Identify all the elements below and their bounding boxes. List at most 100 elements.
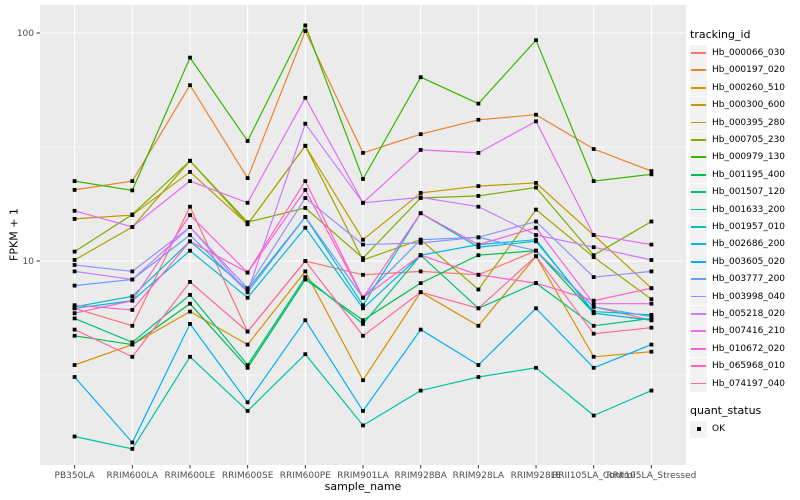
legend-title-quant-status: quant_status (690, 404, 762, 417)
data-point (188, 213, 192, 217)
data-point (476, 363, 481, 367)
legend-item-label: Hb_001633_200 (712, 204, 786, 215)
legend-item: Hb_000197_020 (690, 61, 785, 79)
data-point (534, 112, 538, 117)
legend-item: Hb_001507_120 (690, 183, 785, 201)
data-point (72, 188, 77, 192)
data-point (649, 169, 654, 173)
data-point (649, 314, 654, 319)
legend-item: Hb_000066_030 (690, 44, 785, 62)
legend-key (690, 305, 707, 323)
data-point (188, 239, 192, 244)
data-point (303, 95, 308, 100)
x-tick-label: RRIM901LA (337, 471, 389, 481)
data-point (418, 237, 423, 242)
legend-color-line (691, 260, 706, 263)
data-point (72, 311, 77, 316)
data-point (361, 237, 365, 242)
legend-color-line (691, 278, 706, 281)
legend-item-label: Hb_000705_230 (712, 135, 786, 145)
data-point (591, 301, 596, 306)
legend-item-label: Hb_074197_040 (712, 378, 786, 389)
data-point (245, 200, 250, 205)
data-point (245, 290, 250, 295)
legend-item: Hb_000979_130 (690, 148, 785, 166)
data-point (361, 177, 365, 181)
legend-item: Hb_010672_020 (690, 340, 785, 358)
legend-item: Hb_002686_200 (690, 235, 785, 253)
data-point (591, 253, 596, 258)
data-point (534, 248, 538, 253)
data-point (534, 207, 538, 212)
legend-item: Hb_001957_010 (690, 218, 785, 236)
data-point (303, 215, 308, 219)
data-point (361, 322, 365, 326)
data-point (188, 179, 192, 183)
data-point (72, 363, 77, 367)
data-point (130, 308, 135, 312)
legend-point-square (696, 427, 701, 431)
legend-item-label: Hb_003777_200 (712, 274, 786, 285)
data-point (534, 233, 538, 237)
data-point (72, 316, 77, 321)
legend-key (690, 270, 707, 288)
legend-key (690, 420, 707, 438)
data-point (476, 101, 481, 106)
data-point (649, 301, 654, 306)
legend-key (690, 235, 707, 253)
data-point (130, 447, 135, 451)
data-point (188, 280, 192, 284)
data-point (303, 318, 308, 323)
data-point (418, 253, 423, 258)
data-point (303, 121, 308, 126)
legend-key (690, 201, 707, 219)
data-point (245, 220, 250, 225)
data-point (476, 272, 481, 277)
data-point (476, 323, 481, 328)
data-point (303, 225, 308, 230)
data-point (188, 322, 192, 326)
legend-key (690, 79, 707, 97)
data-point (476, 151, 481, 155)
legend-color-line (691, 104, 706, 107)
data-point (418, 327, 423, 332)
legend-color-line (691, 173, 706, 176)
data-point (303, 206, 308, 210)
data-point (649, 269, 654, 274)
data-point (130, 225, 135, 229)
legend-item: Hb_000395_280 (690, 114, 785, 132)
data-point (361, 303, 365, 308)
data-point (591, 298, 596, 303)
data-point (361, 295, 365, 300)
data-point (130, 269, 135, 274)
x-tick-label: RRIM600PE (280, 471, 332, 481)
legend-key (690, 322, 707, 340)
legend-key (690, 131, 707, 149)
data-point (303, 179, 308, 183)
data-point (188, 248, 192, 253)
x-tick-label: RRIM928LA (453, 471, 505, 481)
data-point (245, 363, 250, 367)
data-point (303, 259, 308, 263)
legend-item-label: Hb_000395_280 (712, 117, 786, 128)
data-point (649, 172, 654, 177)
data-point (130, 440, 135, 445)
legend-item-label: Hb_065968_010 (712, 361, 786, 372)
data-point (361, 242, 365, 247)
data-point (245, 270, 250, 275)
x-tick-label: RRIM600LA (107, 471, 159, 481)
legend-key (690, 357, 707, 375)
data-point (418, 195, 423, 200)
data-point (72, 217, 77, 221)
legend-item-label: Hb_000260_510 (712, 82, 786, 93)
data-point (72, 434, 77, 439)
data-point (361, 409, 365, 413)
legend-key (690, 253, 707, 271)
legend-key (690, 166, 707, 184)
x-tick-label: RRII105LA_Control (552, 471, 635, 481)
legend-color-line (691, 365, 706, 368)
legend-color-line (691, 139, 706, 141)
data-point (130, 323, 135, 328)
data-point (649, 388, 654, 393)
